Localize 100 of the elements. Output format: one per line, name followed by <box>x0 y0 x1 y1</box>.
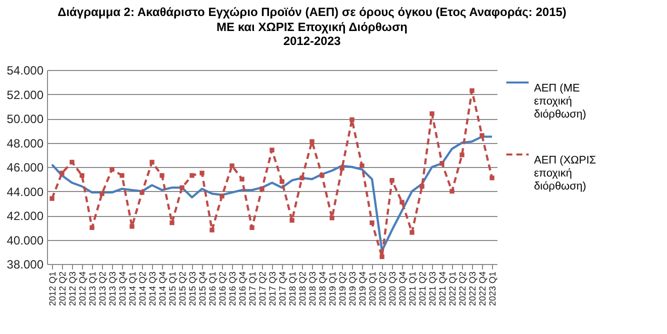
x-tick-label: 2020 Q1 <box>368 272 378 306</box>
x-tick-label: 2012 Q1 <box>48 272 58 306</box>
point <box>410 230 414 235</box>
point <box>100 191 104 196</box>
x-tick-label: 2022 Q1 <box>448 272 458 306</box>
point <box>360 163 364 168</box>
x-tick-label: 2013 Q2 <box>98 272 108 306</box>
x-tick-label: 2016 Q2 <box>218 272 228 306</box>
point <box>50 196 54 201</box>
x-tick-label: 2014 Q4 <box>158 272 168 306</box>
point <box>370 220 374 226</box>
x-tick-label: 2022 Q4 <box>478 272 488 306</box>
point <box>250 225 254 230</box>
point <box>440 161 444 166</box>
x-tick-label: 2018 Q1 <box>288 272 298 306</box>
x-tick-label: 2014 Q1 <box>128 272 138 306</box>
x-tick-label: 2012 Q3 <box>68 272 78 306</box>
point <box>210 228 214 232</box>
y-tick-label: 52.000 <box>6 88 44 102</box>
point <box>390 178 394 183</box>
x-tick-label: 2020 Q2 <box>378 272 388 306</box>
y-tick-label: 38.000 <box>6 258 44 272</box>
point <box>200 170 204 176</box>
point <box>260 186 264 192</box>
point <box>350 117 354 122</box>
y-tick-label: 50.000 <box>6 112 44 126</box>
x-tick-label: 2017 Q2 <box>258 272 268 306</box>
x-tick-label: 2019 Q3 <box>348 272 358 306</box>
x-tick-label: 2016 Q3 <box>228 272 238 306</box>
point <box>470 88 474 93</box>
chart-title: Διάγραμμα 2: Ακαθάριστο Εγχώριο Προϊόν (ΑΕΠ) σε όρους όγκου (Ετος Αναφοράς: 2015) <box>58 5 566 19</box>
point <box>400 200 404 205</box>
y-tick-label: 48.000 <box>6 136 44 150</box>
x-tick-label: 2018 Q3 <box>308 272 318 306</box>
y-tick-label: 42.000 <box>6 209 44 223</box>
legend-label: ΑΕΠ (ΜΕ εποχική διόρθωση) <box>534 82 586 120</box>
point <box>330 216 334 220</box>
y-tick-label: 44.000 <box>6 184 44 199</box>
point <box>240 176 244 182</box>
point <box>190 173 194 178</box>
point <box>110 167 114 172</box>
point <box>170 220 174 226</box>
point <box>140 190 144 195</box>
x-tick-label: 2013 Q1 <box>88 272 98 306</box>
x-tick-label: 2019 Q2 <box>338 272 348 306</box>
point <box>180 185 184 190</box>
point <box>490 176 494 180</box>
point <box>420 184 424 189</box>
y-tick-label: 46.000 <box>6 160 44 174</box>
x-tick-label: 2013 Q3 <box>108 272 118 306</box>
point <box>430 111 434 116</box>
point <box>310 139 314 144</box>
point <box>290 218 294 223</box>
y-tick-label: 54.000 <box>6 64 44 78</box>
point <box>380 254 384 260</box>
x-tick-label: 2015 Q1 <box>168 272 178 306</box>
x-tick-label: 2019 Q1 <box>328 272 338 306</box>
y-tick-label: 40.000 <box>6 233 44 248</box>
x-tick-label: 2012 Q2 <box>58 272 68 306</box>
x-tick-label: 2020 Q3 <box>388 272 398 306</box>
point <box>460 152 464 158</box>
x-tick-label: 2018 Q4 <box>318 272 328 306</box>
point <box>300 176 304 180</box>
x-tick-label: 2016 Q4 <box>238 272 248 306</box>
x-tick-label: 2016 Q1 <box>208 272 218 306</box>
x-tick-label: 2021 Q3 <box>428 272 438 306</box>
x-tick-label: 2017 Q4 <box>278 272 288 306</box>
x-tick-label: 2015 Q4 <box>198 272 208 306</box>
chart-subtitle: ΜΕ και ΧΩΡΙΣ Εποχική Διόρθωση 2012-2023 <box>216 20 408 48</box>
point <box>320 173 324 178</box>
x-tick-label: 2020 Q4 <box>398 272 408 306</box>
x-tick-label: 2014 Q3 <box>148 272 158 306</box>
x-tick-label: 2015 Q2 <box>178 272 188 306</box>
x-tick-label: 2021 Q1 <box>408 272 418 306</box>
x-tick-label: 2015 Q3 <box>188 272 198 306</box>
point <box>80 173 84 178</box>
point <box>130 224 134 229</box>
x-tick-label: 2013 Q4 <box>118 272 128 306</box>
x-tick-label: 2012 Q4 <box>78 272 88 306</box>
point <box>70 160 74 164</box>
x-tick-label: 2023 Q1 <box>488 272 498 306</box>
x-tick-label: 2022 Q3 <box>468 272 478 306</box>
point <box>160 173 164 178</box>
point <box>230 163 234 168</box>
point <box>280 179 284 184</box>
point <box>60 170 64 176</box>
x-tick-label: 2014 Q2 <box>138 272 148 306</box>
point <box>270 148 274 152</box>
point <box>450 188 454 194</box>
x-tick-label: 2019 Q4 <box>358 272 368 306</box>
point <box>120 173 124 178</box>
x-tick-label: 2021 Q2 <box>418 272 428 306</box>
point <box>90 225 94 230</box>
x-tick-label: 2017 Q3 <box>268 272 278 306</box>
x-tick-label: 2021 Q4 <box>438 272 448 306</box>
legend-label: ΑΕΠ (ΧΩΡΙΣ εποχική διόρθωση) <box>534 154 596 192</box>
x-tick-label: 2022 Q2 <box>458 272 468 306</box>
point <box>480 133 484 138</box>
point <box>340 166 344 171</box>
point <box>150 160 154 164</box>
